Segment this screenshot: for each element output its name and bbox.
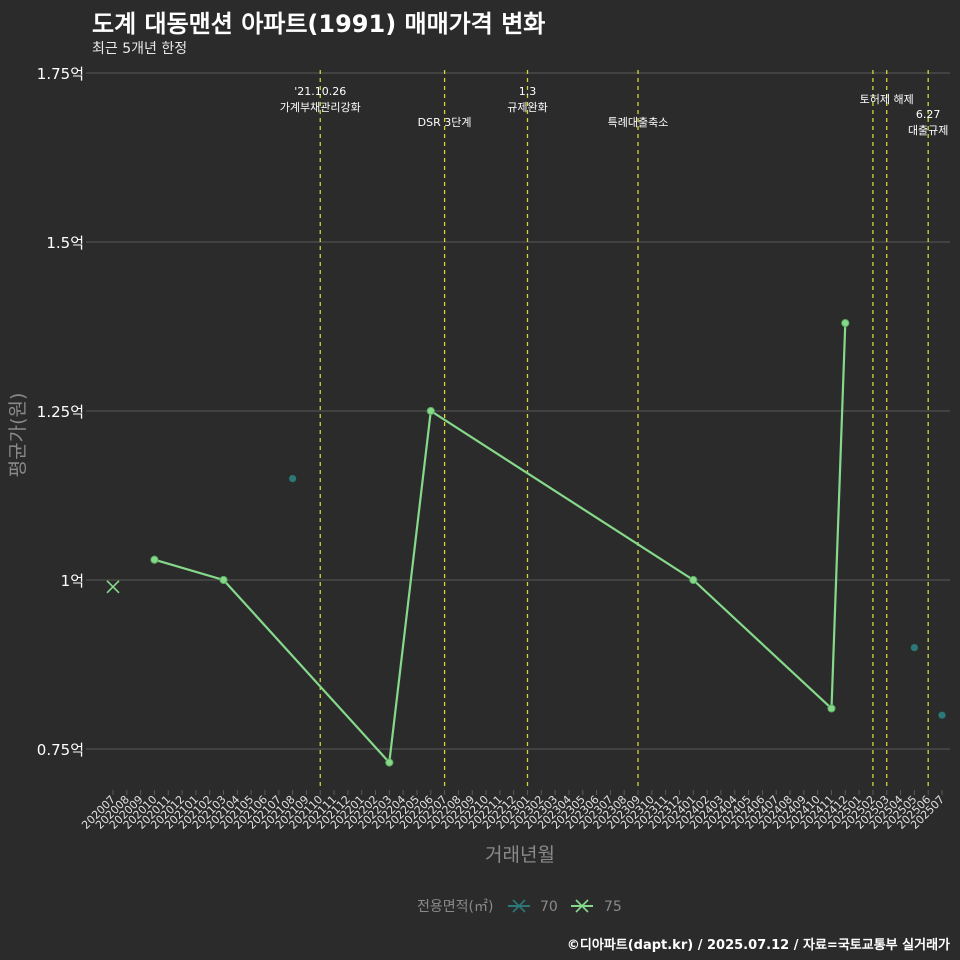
- event-label: 토허제 해제: [860, 92, 914, 106]
- source-caption: ©디아파트(dapt.kr) / 2025.07.12 / 자료=국토교통부 실…: [566, 938, 950, 953]
- series-75-point: [150, 555, 159, 564]
- grid-layer: 0.75억 1억 1.25억 1.5억 1.75억: [37, 65, 950, 759]
- legend-item-75: 75: [571, 899, 622, 915]
- x-tick-labels: 2020072020082020092020102020112020122021…: [79, 790, 947, 832]
- legend-swatch-70-x-icon: [512, 899, 526, 913]
- series-75-point-x-marker: [106, 580, 120, 594]
- event-label: 1.3: [519, 85, 537, 98]
- series-70-point: [938, 711, 946, 719]
- series-75-point: [841, 319, 850, 328]
- event-label: 특례대출축소: [608, 116, 669, 129]
- y-tick-label: 0.75억: [37, 741, 84, 759]
- legend-label-75: 75: [604, 899, 622, 915]
- event-label: '21.10.26: [294, 85, 346, 98]
- legend-title: 전용면적(㎡): [417, 899, 493, 915]
- series-75-point: [689, 575, 698, 585]
- series-75-point: [385, 758, 394, 767]
- series-70-point: [910, 644, 918, 652]
- legend-swatch-75-x-icon: [575, 899, 589, 913]
- event-label: 6.27: [916, 108, 941, 121]
- series-layer: [106, 319, 946, 767]
- event-label: 가계부채관리강화: [280, 101, 361, 114]
- y-tick-label: 1억: [61, 572, 84, 590]
- y-axis-title: 평균가(원): [7, 393, 29, 478]
- event-label: DSR 3단계: [418, 116, 472, 129]
- legend-label-70: 70: [540, 899, 558, 915]
- y-tick-label: 1.75억: [37, 65, 84, 83]
- legend-item-70: 70: [508, 899, 558, 915]
- event-label: 대출규제: [908, 124, 948, 137]
- series-75-line: [154, 323, 847, 766]
- y-tick-label: 1.25억: [37, 403, 84, 421]
- x-axis-title: 거래년월: [485, 844, 555, 866]
- chart-title: 도계 대동맨션 아파트(1991) 매매가격 변화: [92, 10, 546, 38]
- legend: 전용면적(㎡) 70 75: [417, 899, 622, 915]
- chart-subtitle: 최근 5개년 한정: [92, 41, 188, 57]
- series-75-point: [426, 406, 435, 416]
- series-75-point: [827, 704, 836, 713]
- event-label: 규제완화: [507, 101, 547, 114]
- series-75-point: [219, 575, 228, 585]
- y-tick-label: 1.5억: [46, 234, 84, 252]
- series-70-point: [289, 475, 297, 483]
